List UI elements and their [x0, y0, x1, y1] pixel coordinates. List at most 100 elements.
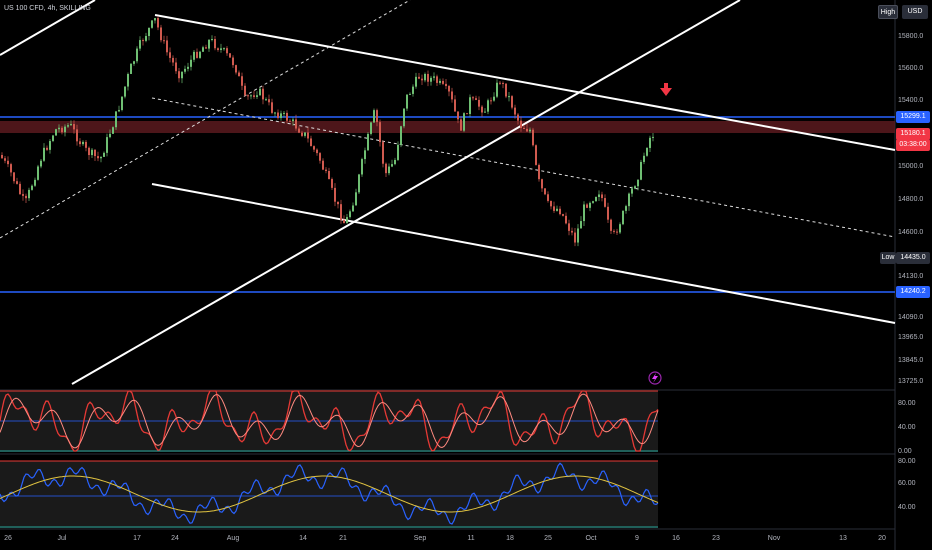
candle-body[interactable] [43, 147, 45, 161]
candle-body[interactable] [616, 231, 618, 233]
candle-body[interactable] [538, 164, 540, 180]
candle-body[interactable] [397, 144, 399, 160]
candle-body[interactable] [490, 100, 492, 102]
candle-body[interactable] [382, 142, 384, 164]
candle-body[interactable] [4, 158, 6, 161]
candle-body[interactable] [436, 76, 438, 83]
candlestick-series[interactable] [1, 16, 654, 247]
candle-body[interactable] [190, 59, 192, 67]
candle-body[interactable] [484, 111, 486, 113]
candle-body[interactable] [424, 73, 426, 81]
candle-body[interactable] [556, 208, 558, 211]
high-toggle-button[interactable]: High [878, 5, 898, 19]
candle-body[interactable] [277, 112, 279, 118]
candle-body[interactable] [298, 128, 300, 133]
candle-body[interactable] [10, 164, 12, 173]
candle-body[interactable] [418, 76, 420, 79]
candle-body[interactable] [274, 112, 276, 114]
candle-body[interactable] [250, 95, 252, 97]
candle-body[interactable] [493, 96, 495, 101]
price-label-level[interactable]: 15299.1 [896, 111, 930, 123]
candle-body[interactable] [577, 228, 579, 243]
currency-button[interactable]: USD [902, 5, 928, 19]
candle-body[interactable] [514, 107, 516, 115]
stoch-k-line[interactable] [0, 390, 659, 452]
candle-body[interactable] [19, 183, 21, 195]
candle-body[interactable] [202, 47, 204, 52]
candle-body[interactable] [55, 129, 57, 136]
candle-body[interactable] [631, 188, 633, 194]
candle-body[interactable] [253, 95, 255, 97]
candle-body[interactable] [604, 198, 606, 207]
candle-body[interactable] [49, 141, 51, 150]
candle-body[interactable] [178, 71, 180, 79]
candle-body[interactable] [463, 113, 465, 131]
candle-body[interactable] [124, 86, 126, 97]
candle-body[interactable] [607, 206, 609, 220]
candle-body[interactable] [301, 132, 303, 136]
candle-body[interactable] [595, 196, 597, 202]
symbol-title[interactable]: US 100 CFD, 4h, SKILLING [4, 5, 91, 12]
candle-body[interactable] [520, 120, 522, 129]
candle-body[interactable] [133, 61, 135, 64]
candle-body[interactable] [40, 160, 42, 167]
candle-body[interactable] [550, 200, 552, 207]
candle-body[interactable] [373, 110, 375, 123]
price-label-level[interactable]: 14240.2 [896, 286, 930, 298]
candle-body[interactable] [445, 83, 447, 87]
candle-body[interactable] [307, 132, 309, 139]
candle-body[interactable] [628, 193, 630, 207]
candle-body[interactable] [652, 136, 654, 138]
candle-body[interactable] [82, 141, 84, 145]
candle-body[interactable] [127, 73, 129, 87]
candle-body[interactable] [235, 65, 237, 73]
candle-body[interactable] [208, 39, 210, 49]
candle-body[interactable] [634, 186, 636, 189]
candle-body[interactable] [64, 126, 66, 133]
candle-body[interactable] [280, 113, 282, 118]
price-label-last[interactable]: 15180.1 [896, 128, 930, 140]
candle-body[interactable] [103, 152, 105, 157]
candle-body[interactable] [442, 80, 444, 84]
candle-body[interactable] [175, 62, 177, 72]
candle-body[interactable] [130, 63, 132, 74]
candle-body[interactable] [322, 160, 324, 170]
candle-body[interactable] [547, 194, 549, 201]
candle-body[interactable] [388, 166, 390, 174]
candle-body[interactable] [571, 230, 573, 233]
candle-body[interactable] [76, 129, 78, 142]
candle-body[interactable] [334, 187, 336, 202]
candle-body[interactable] [109, 133, 111, 138]
candle-body[interactable] [214, 38, 216, 49]
candle-body[interactable] [646, 147, 648, 156]
candle-body[interactable] [289, 120, 291, 122]
candle-body[interactable] [292, 119, 294, 122]
candle-body[interactable] [100, 156, 102, 159]
candle-body[interactable] [217, 48, 219, 50]
candle-body[interactable] [22, 194, 24, 196]
candle-body[interactable] [220, 48, 222, 50]
candle-body[interactable] [58, 127, 60, 130]
candle-body[interactable] [598, 194, 600, 197]
candle-body[interactable] [472, 97, 474, 99]
candle-body[interactable] [568, 223, 570, 231]
candle-body[interactable] [229, 53, 231, 58]
candle-body[interactable] [379, 122, 381, 143]
candle-body[interactable] [205, 47, 207, 49]
candle-body[interactable] [439, 80, 441, 83]
candle-body[interactable] [295, 119, 297, 129]
candle-body[interactable] [355, 192, 357, 206]
candle-body[interactable] [154, 18, 156, 21]
candle-body[interactable] [487, 100, 489, 112]
candle-body[interactable] [586, 204, 588, 208]
candle-body[interactable] [262, 88, 264, 100]
candle-body[interactable] [256, 95, 258, 97]
candle-body[interactable] [523, 128, 525, 130]
candle-body[interactable] [466, 113, 468, 115]
candle-body[interactable] [199, 51, 201, 58]
candle-body[interactable] [589, 202, 591, 208]
candle-body[interactable] [319, 153, 321, 161]
candle-body[interactable] [415, 76, 417, 87]
candle-body[interactable] [241, 76, 243, 86]
candle-body[interactable] [400, 126, 402, 145]
